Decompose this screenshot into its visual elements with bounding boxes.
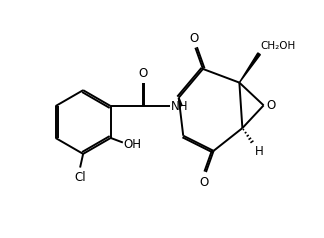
- Text: CH₂OH: CH₂OH: [260, 41, 296, 51]
- Text: O: O: [200, 176, 209, 189]
- Polygon shape: [239, 53, 260, 83]
- Text: O: O: [138, 67, 147, 80]
- Text: Cl: Cl: [74, 171, 86, 184]
- Text: NH: NH: [171, 100, 188, 113]
- Text: H: H: [255, 145, 263, 158]
- Text: O: O: [189, 32, 199, 45]
- Text: OH: OH: [124, 139, 142, 151]
- Text: O: O: [266, 99, 275, 112]
